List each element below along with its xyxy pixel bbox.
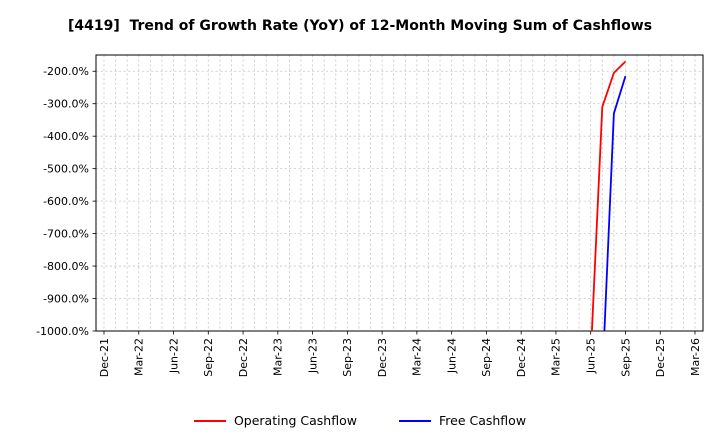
legend-item-operating-cashflow: Operating Cashflow [193,413,357,428]
x-tick-label: Mar-24 [411,338,424,376]
x-tick-label: Mar-22 [133,338,146,376]
chart-title: [4419] Trend of Growth Rate (YoY) of 12-… [67,18,653,34]
x-tick-label: Mar-25 [550,338,563,376]
x-tick-label: Sep-24 [480,338,493,377]
y-tick-label: -300.0% [43,98,89,111]
x-tick-label: Dec-25 [654,338,667,377]
x-tick-label: Jun-24 [445,338,458,374]
x-tick-label: Sep-23 [341,338,354,377]
x-tick-label: Dec-21 [98,338,111,377]
x-tick-label: Dec-24 [515,338,528,377]
y-tick-label: -600.0% [43,195,89,208]
x-tick-label: Dec-22 [237,338,250,377]
y-tick-label: -1000.0% [36,325,89,338]
legend-item-free-cashflow: Free Cashflow [398,413,527,428]
y-tick-label: -800.0% [43,260,89,273]
y-tick-label: -400.0% [43,130,89,143]
y-tick-label: -700.0% [43,227,89,240]
x-tick-label: Mar-26 [689,338,702,376]
x-tick-label: Dec-23 [376,338,389,377]
x-tick-label: Jun-22 [167,338,180,374]
x-tick-label: Sep-25 [619,338,632,377]
plot-border [95,54,704,332]
legend-line-free-cashflow-icon [398,419,431,422]
series-line-operating-cashflow [591,60,627,331]
x-tick-label: Jun-23 [306,338,319,374]
legend-line-operating-cashflow-icon [193,419,226,422]
y-tick-label: -500.0% [43,162,89,175]
chart-legend: Operating Cashflow Free Cashflow [0,413,720,428]
x-tick-label: Jun-25 [585,338,598,374]
legend-label-operating-cashflow: Operating Cashflow [233,413,357,428]
x-tick-label: Sep-22 [202,338,215,377]
y-tick-label: -200.0% [43,65,89,78]
legend-label-free-cashflow: Free Cashflow [438,413,527,428]
y-tick-label: -900.0% [43,292,89,305]
series-line-free-cashflow [603,75,627,331]
x-tick-label: Mar-23 [272,338,285,376]
